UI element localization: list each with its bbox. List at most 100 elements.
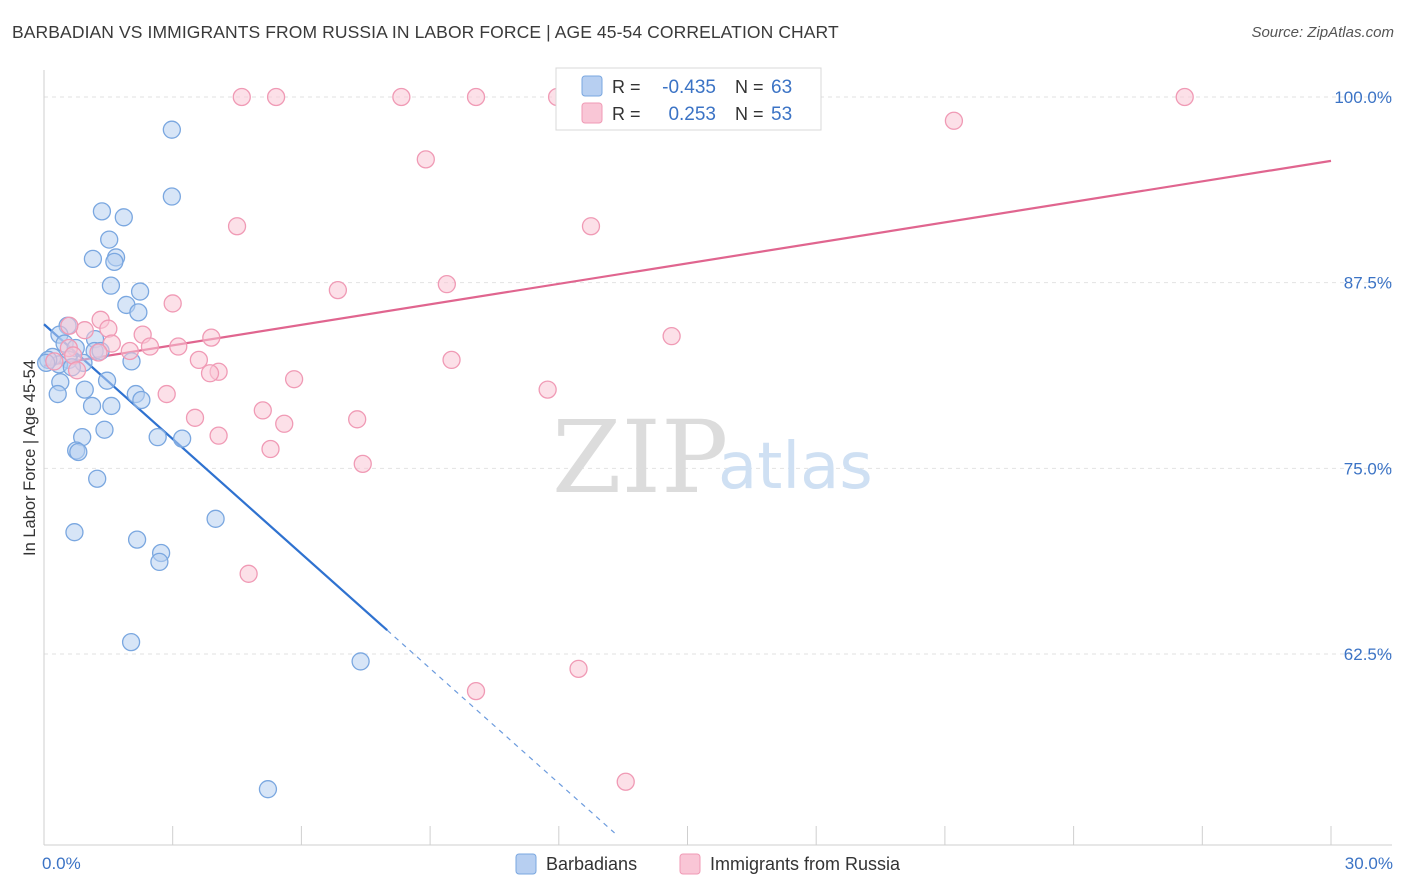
watermark-atlas: atlas xyxy=(718,430,873,504)
point-barbadians-3 xyxy=(114,208,133,227)
legend-label-russia: Immigrants from Russia xyxy=(710,854,901,874)
point-russia-10 xyxy=(227,217,247,236)
x-tick-label-0: 0.0% xyxy=(42,854,81,873)
point-russia-34 xyxy=(200,364,220,383)
point-barbadians-9 xyxy=(130,282,150,301)
y-axis-title: In Labor Force | Age 45-54 xyxy=(21,360,39,556)
stats-legend-box: R = -0.435 N = 63 R = 0.253 N = 53 xyxy=(555,67,822,131)
point-russia-22 xyxy=(102,334,121,353)
point-russia-44 xyxy=(353,454,372,474)
point-russia-3 xyxy=(466,87,486,107)
point-russia-35 xyxy=(284,370,304,389)
point-barbadians-46 xyxy=(150,552,169,572)
stats-r-value-1: -0.435 xyxy=(662,77,716,98)
point-russia-39 xyxy=(185,408,205,427)
stats-r-label-1: R = xyxy=(612,77,641,97)
point-russia-43 xyxy=(261,439,280,459)
point-russia-46 xyxy=(569,659,588,679)
point-barbadians-42 xyxy=(65,523,84,542)
stats-n-label-2: N = xyxy=(735,104,764,124)
point-russia-21 xyxy=(662,326,681,346)
chart-title: BARBADIAN VS IMMIGRANTS FROM RUSSIA IN L… xyxy=(12,22,839,42)
point-russia-2 xyxy=(392,87,411,107)
point-barbadians-11 xyxy=(129,303,148,322)
point-barbadians-1 xyxy=(162,187,181,206)
point-russia-18 xyxy=(60,316,79,335)
point-barbadians-37 xyxy=(172,429,192,448)
point-russia-1 xyxy=(266,87,286,107)
watermark: ZIP atlas xyxy=(552,399,873,516)
point-russia-48 xyxy=(616,772,635,791)
y-tick-label-2: 75.0% xyxy=(1344,459,1392,478)
data-points xyxy=(36,87,1194,799)
point-russia-45 xyxy=(239,564,258,583)
point-russia-14 xyxy=(163,294,182,313)
point-russia-11 xyxy=(581,217,601,236)
point-barbadians-32 xyxy=(132,390,151,410)
stats-r-label-2: R = xyxy=(612,104,641,124)
point-russia-42 xyxy=(209,426,228,445)
point-russia-40 xyxy=(348,410,367,429)
trend-extension-0 xyxy=(386,629,615,834)
y-tick-label-3: 62.5% xyxy=(1344,645,1392,664)
stats-n-label-1: N = xyxy=(735,77,764,97)
point-russia-41 xyxy=(275,414,294,433)
point-russia-0 xyxy=(232,87,251,107)
point-russia-8 xyxy=(944,111,964,130)
point-russia-37 xyxy=(157,384,176,404)
point-barbadians-33 xyxy=(82,396,102,416)
stats-n-value-2: 53 xyxy=(771,104,792,125)
point-barbadians-27 xyxy=(97,371,117,390)
watermark-zip: ZIP xyxy=(552,399,728,516)
point-barbadians-30 xyxy=(48,384,67,404)
point-barbadians-35 xyxy=(95,420,114,439)
point-barbadians-44 xyxy=(127,530,147,549)
point-barbadians-29 xyxy=(75,380,94,399)
point-russia-36 xyxy=(538,380,557,399)
point-russia-20 xyxy=(202,328,221,347)
chart-source: Source: ZipAtlas.com xyxy=(1251,24,1394,41)
y-tick-label-0: 100.0% xyxy=(1334,88,1392,107)
point-barbadians-49 xyxy=(258,780,278,799)
point-russia-12 xyxy=(437,275,456,294)
legend-swatch-russia xyxy=(679,853,701,875)
point-russia-27 xyxy=(89,343,108,362)
stats-swatch-barbadians xyxy=(581,75,603,97)
point-russia-25 xyxy=(120,341,139,361)
point-barbadians-40 xyxy=(69,442,88,462)
point-russia-33 xyxy=(67,361,87,380)
trend-line-1 xyxy=(43,159,1332,367)
y-tick-label-1: 87.5% xyxy=(1344,274,1392,293)
point-russia-16 xyxy=(99,319,118,338)
point-barbadians-47 xyxy=(121,632,141,652)
point-russia-32 xyxy=(189,350,209,370)
series-legend: Barbadians Immigrants from Russia xyxy=(515,853,901,875)
point-barbadians-8 xyxy=(101,276,121,295)
legend-label-barbadians: Barbadians xyxy=(546,854,637,874)
axes xyxy=(43,70,1392,846)
point-russia-23 xyxy=(140,337,160,356)
point-barbadians-5 xyxy=(83,249,103,269)
point-russia-9 xyxy=(416,150,435,169)
point-russia-17 xyxy=(75,321,94,340)
tick-labels: 100.0% 87.5% 75.0% 62.5% 0.0% 30.0% xyxy=(42,88,1393,873)
stats-r-value-2: 0.253 xyxy=(668,104,716,125)
point-russia-47 xyxy=(466,681,486,701)
point-russia-7 xyxy=(1175,87,1194,107)
x-tick-label-1: 30.0% xyxy=(1345,854,1393,873)
point-russia-13 xyxy=(328,280,348,300)
point-barbadians-2 xyxy=(92,202,112,221)
point-barbadians-48 xyxy=(351,652,370,671)
point-barbadians-34 xyxy=(102,396,121,416)
point-barbadians-4 xyxy=(100,230,119,249)
point-russia-30 xyxy=(442,350,461,370)
stats-n-value-1: 63 xyxy=(771,77,792,98)
point-russia-29 xyxy=(45,352,64,371)
point-russia-38 xyxy=(253,401,272,420)
stats-swatch-russia xyxy=(581,102,603,124)
point-barbadians-0 xyxy=(162,120,181,139)
point-barbadians-41 xyxy=(88,469,107,488)
point-russia-24 xyxy=(169,337,188,356)
point-barbadians-43 xyxy=(206,509,225,528)
